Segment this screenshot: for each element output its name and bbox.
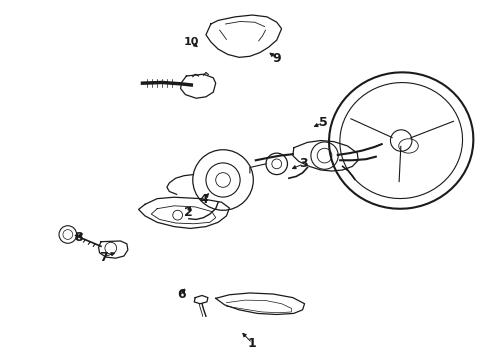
Text: 4: 4 (199, 193, 208, 206)
Text: 1: 1 (248, 337, 257, 350)
Text: 9: 9 (272, 51, 281, 64)
Text: 7: 7 (99, 251, 108, 264)
Text: 6: 6 (177, 288, 186, 301)
Text: 8: 8 (75, 231, 83, 244)
Text: 3: 3 (299, 157, 308, 170)
Text: 5: 5 (318, 116, 327, 129)
Text: 10: 10 (184, 37, 199, 47)
Text: 2: 2 (185, 206, 193, 219)
